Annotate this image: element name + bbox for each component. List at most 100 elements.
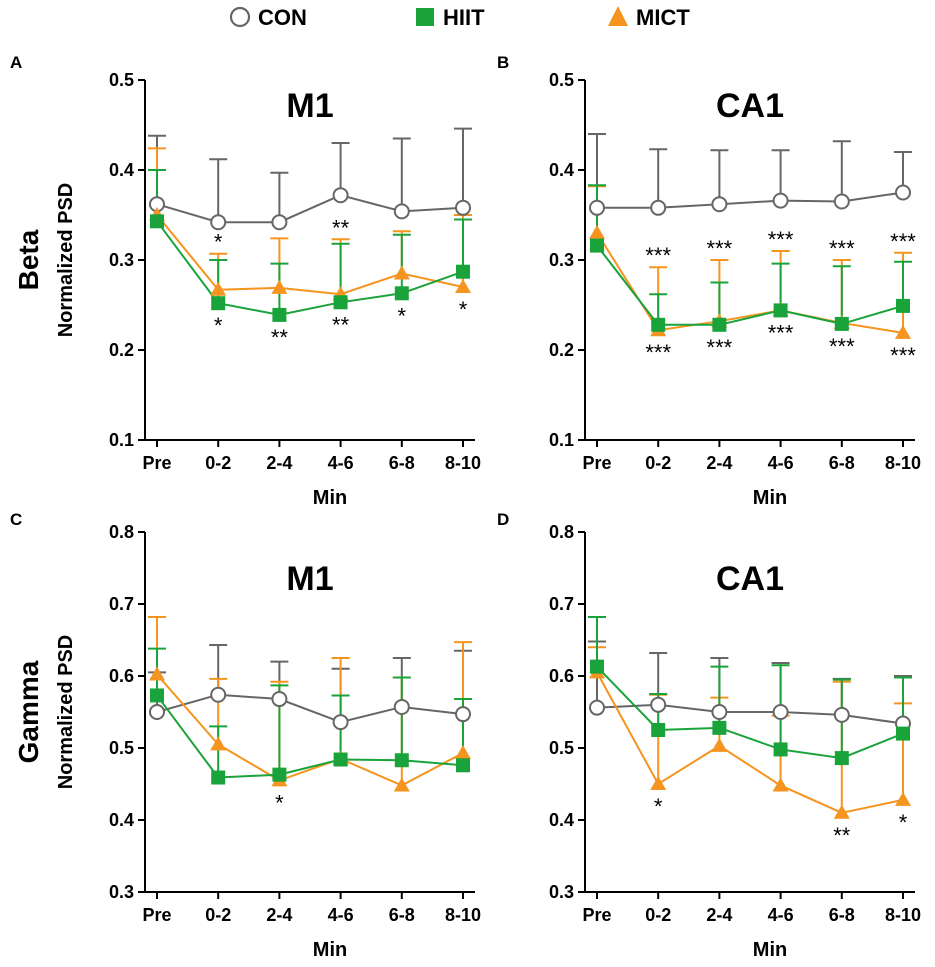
panel-b-x-axis-label: Min (753, 487, 787, 509)
panel-c-mict-point-5 (455, 745, 471, 760)
panel-c-mict-point-0 (149, 666, 165, 681)
panel-c-hiit-line (156, 694, 464, 779)
panel-c-y-tick-label-0: 0.3 (109, 882, 134, 902)
panel-d-hiit-line (596, 665, 904, 760)
panel-a-y-tick-label-1: 0.2 (109, 340, 134, 360)
panel-d-significance-2: * (899, 810, 908, 835)
panel-c-con-line (156, 693, 464, 724)
panel-a-con-point-1 (210, 214, 227, 231)
panel-a-hiit-point-5 (456, 264, 470, 279)
legend-item-con: CON (229, 5, 307, 30)
panel-c-x-tick-label-3: 4-6 (328, 905, 354, 925)
panel-b-x-tick-label-5: 8-10 (885, 453, 921, 473)
panel-d-significance-0: * (654, 794, 663, 819)
panel-a-x-tick-label-3: 4-6 (328, 453, 354, 473)
panel-b-hiit-point-5 (896, 298, 910, 313)
panel-b-y-tick-label-4: 0.5 (549, 70, 574, 90)
panel-c-hiit-point-0 (150, 688, 164, 703)
legend-item-mict: MICT (608, 5, 690, 30)
legend-marker-hiit (416, 8, 434, 26)
panel-d-mict-point-4 (833, 804, 850, 819)
panel-a-x-tick-label-5: 8-10 (445, 453, 481, 473)
panel-c-x-tick-label-0: Pre (142, 905, 171, 925)
panel-a-letter: A (10, 53, 22, 72)
panel-b-hiit-line (596, 244, 904, 326)
panel-c-x-tick-label-4: 6-8 (389, 905, 415, 925)
panel-d-significance-1: ** (833, 823, 851, 848)
panel-a-title: M1 (286, 87, 333, 125)
panel-d-x-tick-label-1: 0-2 (645, 905, 671, 925)
panel-b-letter: B (497, 53, 509, 72)
panel-b-significance-6: *** (707, 335, 733, 360)
panel-d-mict-point-2 (711, 737, 728, 752)
panel-b-significance-4: *** (890, 229, 916, 254)
panel-c-x-axis-label: Min (313, 939, 347, 961)
panel-b-mict-point-5 (895, 324, 911, 339)
panel-a-con-line (156, 194, 464, 224)
panel-c-hiit-point-2 (272, 767, 287, 782)
panel-a-significance-6: * (459, 297, 468, 322)
legend-label-hiit: HIIT (443, 5, 485, 30)
panel-b-significance-5: *** (645, 340, 671, 365)
panel-c-con-point-0 (149, 704, 165, 720)
panel-b-x-tick-label-1: 0-2 (645, 453, 671, 473)
panel-b-y-tick-label-0: 0.1 (549, 430, 574, 450)
panel-b-hiit-point-0 (590, 238, 604, 253)
panel-c-hiit-point-5 (456, 758, 470, 773)
panel-d-hiit-point-4 (834, 751, 849, 766)
panel-a-con-point-3 (332, 187, 349, 204)
panel-b-significance-3: *** (829, 236, 855, 261)
legend: CON HIIT MICT (229, 5, 690, 30)
legend-label-con: CON (258, 5, 307, 30)
panel-d-con-point-4 (833, 706, 850, 723)
panel-b-x-tick-label-2: 2-4 (706, 453, 732, 473)
panel-a-significance-0: * (214, 230, 223, 255)
panel-a-con-point-5 (455, 199, 471, 216)
panel-b-con-point-4 (833, 193, 850, 210)
panel-c-y-tick-label-2: 0.5 (109, 738, 134, 758)
panel-c-x-tick-label-5: 8-10 (445, 905, 481, 925)
panel-d-y-tick-label-1: 0.4 (549, 810, 574, 830)
panel-b-significance-0: *** (645, 243, 671, 268)
panel-d-mict-point-5 (895, 791, 911, 806)
panel-c-band-label: Gamma (13, 660, 44, 763)
panel-a-hiit-line (156, 220, 464, 316)
panel-a-con-point-2 (271, 214, 288, 231)
panel-a-hiit-point-2 (272, 307, 287, 322)
panel-c-hiit-point-4 (394, 753, 409, 768)
panel-b-significance-2: *** (768, 227, 794, 252)
panel-d-mict-point-3 (772, 777, 789, 792)
panel-b-significance-1: *** (707, 236, 733, 261)
panel-d-y-tick-label-0: 0.3 (549, 882, 574, 902)
panel-b-mict-line (596, 232, 904, 334)
panel-b-significance-8: *** (829, 334, 855, 359)
panel-d-letter: D (497, 510, 509, 529)
panel-d-hiit-point-0 (590, 659, 604, 674)
panel-d-y-tick-label-2: 0.5 (549, 738, 574, 758)
panel-a-mict-point-2 (271, 279, 288, 294)
panel-a-mict-point-1 (210, 281, 227, 296)
panel-d-x-axis-label: Min (753, 939, 787, 961)
panel-b-hiit-point-4 (834, 316, 849, 331)
panel-d-con-point-3 (772, 704, 789, 720)
panel-a-significance-3: ** (271, 325, 289, 350)
panel-b-mict-point-0 (589, 225, 605, 239)
panel-a-hiit-point-0 (150, 214, 164, 229)
panel-d-con-line (596, 703, 904, 725)
panel-b-x-tick-label-3: 4-6 (768, 453, 794, 473)
panel-a-x-tick-label-1: 0-2 (205, 453, 231, 473)
panel-c-x-tick-label-2: 2-4 (266, 905, 292, 925)
panel-a: A M1 Beta Normalized PSD 0.1 0.2 0.3 0.4 0.5 Pre 0… (10, 53, 481, 509)
panel-c-hiit-point-3 (333, 752, 348, 767)
legend-marker-con (229, 6, 251, 28)
panel-b-con-point-1 (650, 199, 667, 216)
panel-d-x-tick-label-5: 8-10 (885, 905, 921, 925)
panel-a-y-tick-label-3: 0.4 (109, 160, 134, 180)
panel-d-x-tick-label-3: 4-6 (768, 905, 794, 925)
panel-b-con-point-3 (772, 192, 789, 209)
panel-a-con-point-4 (393, 203, 410, 220)
panel-b-con-point-5 (895, 184, 911, 201)
panel-c-y-tick-label-5: 0.8 (109, 522, 134, 542)
panel-a-mict-point-4 (393, 265, 410, 280)
